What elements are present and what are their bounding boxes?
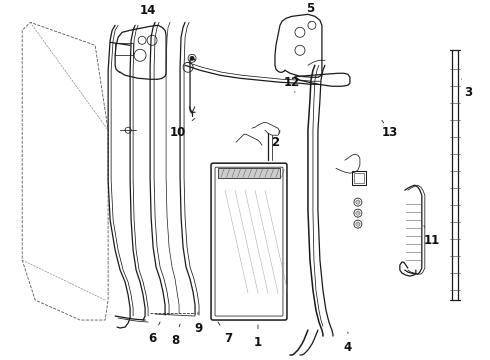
Circle shape xyxy=(354,209,362,217)
Circle shape xyxy=(356,222,360,226)
Circle shape xyxy=(356,200,360,204)
Circle shape xyxy=(356,211,360,215)
Text: 2: 2 xyxy=(271,130,280,149)
Circle shape xyxy=(138,36,146,44)
Text: 3: 3 xyxy=(462,79,472,99)
FancyBboxPatch shape xyxy=(215,167,283,316)
Text: 10: 10 xyxy=(170,118,195,139)
Text: 14: 14 xyxy=(140,4,156,25)
Bar xyxy=(218,168,280,178)
Circle shape xyxy=(147,35,157,45)
Text: 7: 7 xyxy=(218,322,232,345)
Circle shape xyxy=(295,27,305,37)
Text: 5: 5 xyxy=(306,2,314,22)
Circle shape xyxy=(354,220,362,228)
Bar xyxy=(352,171,366,185)
Text: 8: 8 xyxy=(171,324,180,347)
Circle shape xyxy=(354,198,362,206)
Text: 11: 11 xyxy=(424,226,440,247)
Circle shape xyxy=(134,49,146,61)
Circle shape xyxy=(188,54,196,62)
Text: 13: 13 xyxy=(382,120,398,139)
Text: 6: 6 xyxy=(148,322,160,345)
Text: 9: 9 xyxy=(194,312,202,334)
Circle shape xyxy=(190,56,194,60)
Circle shape xyxy=(295,45,305,55)
Bar xyxy=(115,43,133,55)
Text: 12: 12 xyxy=(284,76,300,92)
Text: 4: 4 xyxy=(344,332,352,354)
Circle shape xyxy=(308,21,316,29)
Text: 1: 1 xyxy=(254,325,262,348)
Bar xyxy=(354,173,364,183)
FancyBboxPatch shape xyxy=(211,163,287,320)
